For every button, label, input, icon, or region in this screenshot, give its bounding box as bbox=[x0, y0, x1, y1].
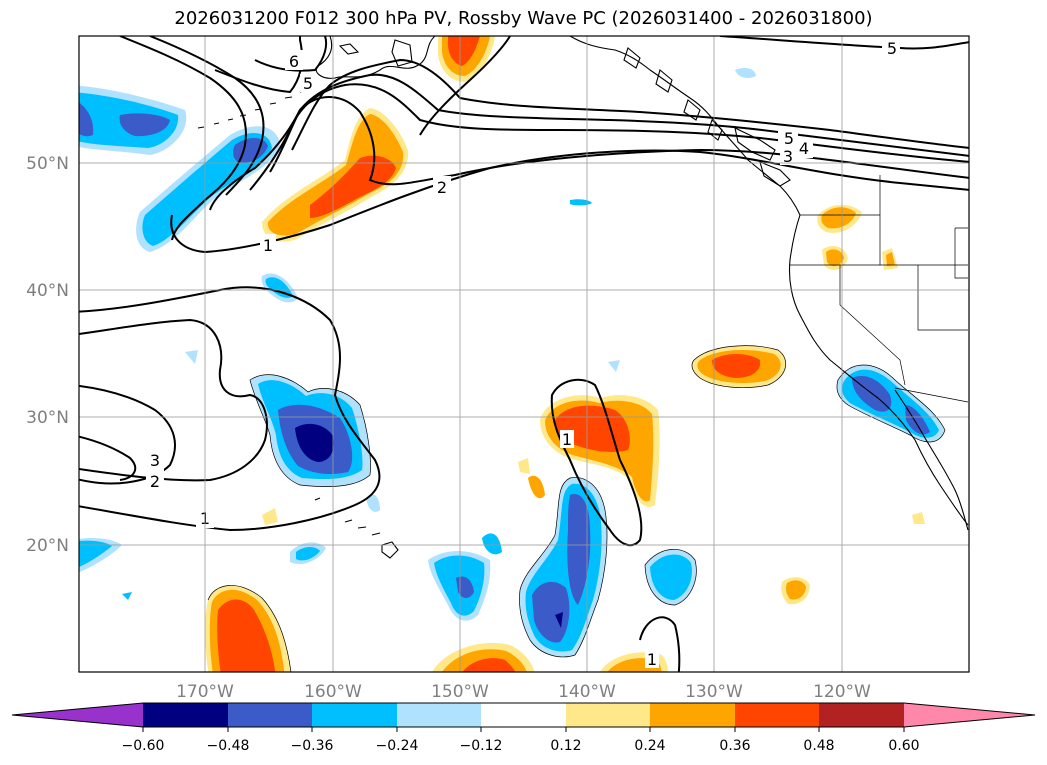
colorbar-segment-1 bbox=[143, 703, 228, 727]
colorbar-segment-2 bbox=[228, 703, 312, 727]
contour-label-5-east: 5 bbox=[784, 129, 794, 148]
contour-label-5-top: 5 bbox=[887, 39, 897, 58]
colorbar: −0.60 −0.48 −0.36 −0.24 −0.12 0.12 0.24 … bbox=[11, 702, 1036, 754]
colorbar-label-1: −0.48 bbox=[207, 738, 250, 754]
colorbar-label-9: 0.60 bbox=[888, 738, 919, 754]
colorbar-ticks bbox=[142, 727, 905, 732]
colorbar-segment-7 bbox=[650, 703, 735, 727]
contour-label-3-west: 3 bbox=[150, 451, 160, 470]
lat-label-40n: 40°N bbox=[26, 281, 69, 301]
colorbar-label-4: −0.12 bbox=[460, 738, 503, 754]
contour-label-1-center: 1 bbox=[562, 430, 572, 449]
colorbar-segment-over bbox=[904, 703, 1035, 727]
lon-label-150w: 150°W bbox=[431, 682, 489, 702]
colorbar-label-5: 0.12 bbox=[550, 738, 581, 754]
contour-labels: 2 1 6 5 5 4 3 5 3 2 1 1 1 bbox=[146, 38, 900, 669]
map-layer: 2 1 6 5 5 4 3 5 3 2 1 1 1 bbox=[79, 36, 969, 672]
contour-label-1-south: 1 bbox=[647, 650, 657, 669]
colorbar-segment-under bbox=[12, 703, 143, 727]
latitude-labels: 50°N 40°N 30°N 20°N bbox=[26, 154, 69, 556]
map-title: 2026031200 F012 300 hPa PV, Rossby Wave … bbox=[174, 8, 873, 29]
colorbar-segment-5 bbox=[481, 703, 566, 727]
lon-label-160w: 160°W bbox=[304, 682, 362, 702]
colorbar-segment-9 bbox=[819, 703, 904, 727]
contour-label-2-west: 2 bbox=[150, 472, 160, 491]
lon-label-170w: 170°W bbox=[176, 682, 234, 702]
lon-label-140w: 140°W bbox=[558, 682, 616, 702]
lat-label-50n: 50°N bbox=[26, 154, 69, 174]
colorbar-segment-8 bbox=[735, 703, 819, 727]
contour-label-5-west: 5 bbox=[303, 74, 313, 93]
colorbar-label-3: −0.24 bbox=[376, 738, 419, 754]
lat-label-30n: 30°N bbox=[26, 408, 69, 428]
lon-label-130w: 130°W bbox=[685, 682, 743, 702]
colorbar-segment-6 bbox=[566, 703, 650, 727]
colorbar-segment-4 bbox=[397, 703, 481, 727]
lon-label-120w: 120°W bbox=[813, 682, 871, 702]
negative-anomaly-fills bbox=[79, 68, 945, 657]
contour-label-2-north: 2 bbox=[437, 178, 447, 197]
contour-label-6: 6 bbox=[289, 52, 299, 71]
anomaly-edge-lines bbox=[207, 345, 946, 672]
colorbar-label-7: 0.36 bbox=[719, 738, 750, 754]
colorbar-label-8: 0.48 bbox=[803, 738, 834, 754]
map-border bbox=[78, 35, 970, 673]
colorbar-segment-3 bbox=[312, 703, 397, 727]
contour-label-3-east: 3 bbox=[783, 147, 793, 166]
colorbar-label-6: 0.24 bbox=[634, 738, 665, 754]
colorbar-label-2: −0.36 bbox=[291, 738, 334, 754]
longitude-labels: 170°W 160°W 150°W 140°W 130°W 120°W bbox=[176, 682, 871, 702]
contour-label-4: 4 bbox=[799, 139, 809, 158]
map-gridlines bbox=[79, 36, 969, 672]
lat-label-20n: 20°N bbox=[26, 536, 69, 556]
contour-label-1-north: 1 bbox=[263, 236, 273, 255]
colorbar-label-0: −0.60 bbox=[122, 738, 165, 754]
